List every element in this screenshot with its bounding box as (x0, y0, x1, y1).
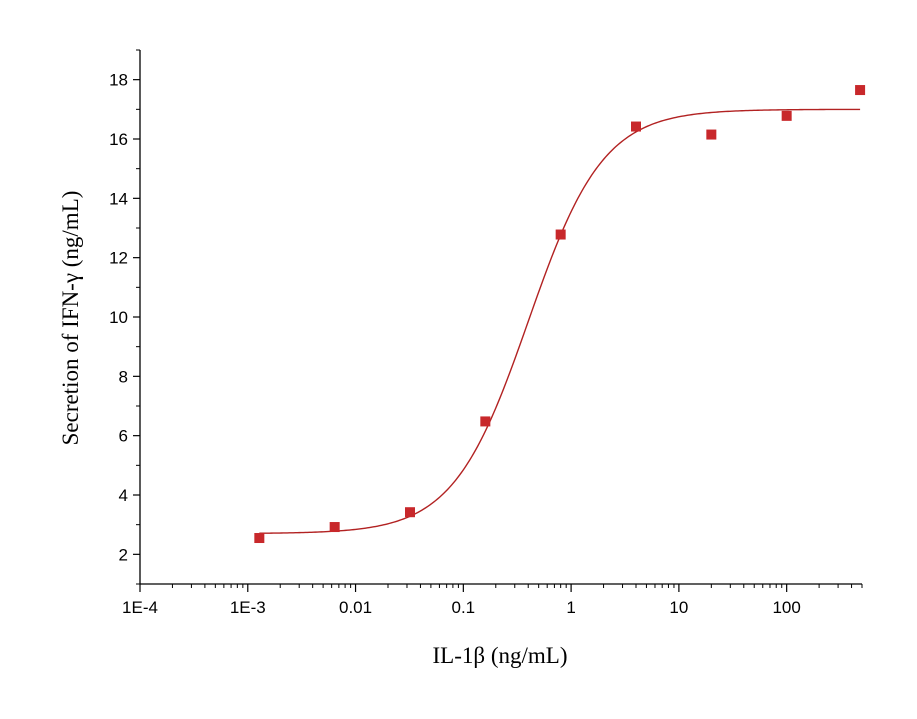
data-point (781, 110, 792, 121)
y-tick-label: 8 (119, 367, 128, 386)
data-point (404, 507, 415, 518)
fit-curve (259, 108, 861, 534)
data-point (555, 229, 566, 240)
y-tick-label: 12 (109, 249, 128, 268)
data-point (706, 129, 717, 140)
x-tick-label: 1 (566, 598, 575, 617)
y-tick-label: 6 (119, 427, 128, 446)
data-point (480, 416, 491, 427)
data-point (254, 533, 265, 544)
y-tick-label: 2 (119, 545, 128, 564)
data-points-layer (254, 85, 866, 544)
x-axis-title: IL-1β (ng/mL) (433, 643, 568, 668)
axes: 2 4 6 8 10 12 14 16 18 1E-4 1E-3 0.01 0.1 1 10 100 (109, 49, 863, 617)
data-point (855, 85, 866, 96)
fit-curve-layer (259, 108, 861, 534)
data-point (630, 121, 641, 132)
y-tick-label: 18 (109, 71, 128, 90)
y-tick-label: 4 (119, 486, 128, 505)
x-tick-label: 10 (669, 598, 688, 617)
y-tick-label: 16 (109, 130, 128, 149)
y-axis-title: Secretion of IFN-γ (ng/mL) (58, 191, 83, 446)
x-tick-label: 1E-4 (122, 598, 158, 617)
y-tick-label: 10 (109, 308, 128, 327)
data-point (329, 522, 340, 533)
x-tick-label: 0.01 (339, 598, 372, 617)
x-tick-label: 100 (772, 598, 800, 617)
y-tick-label: 14 (109, 189, 128, 208)
x-tick-label: 0.1 (452, 598, 476, 617)
x-tick-label: 1E-3 (230, 598, 266, 617)
